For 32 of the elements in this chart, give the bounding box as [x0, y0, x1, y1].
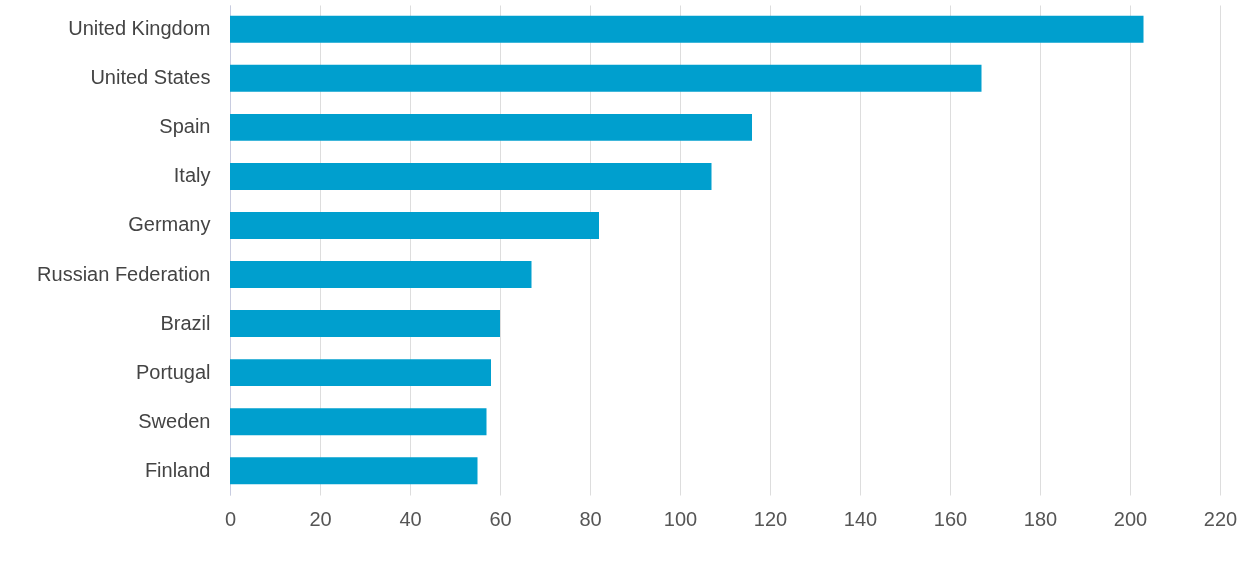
- x-tick-label: 80: [579, 507, 602, 530]
- bar: [230, 64, 982, 92]
- bar: [230, 457, 478, 485]
- y-tick-label: United Kingdom: [68, 17, 211, 40]
- y-tick-label: Russian Federation: [37, 262, 211, 285]
- bar: [230, 113, 752, 141]
- y-tick-label: United States: [90, 66, 211, 89]
- y-tick-label: Italy: [173, 164, 211, 187]
- bar: [230, 162, 712, 190]
- x-tick-label: 180: [1023, 507, 1058, 530]
- x-tick-label: 120: [753, 507, 788, 530]
- x-tick-label: 200: [1113, 507, 1148, 530]
- bar: [230, 261, 532, 289]
- bar: [230, 15, 1144, 43]
- x-tick-label: 220: [1203, 507, 1238, 530]
- x-tick-label: 140: [843, 507, 878, 530]
- x-tick-label: 0: [224, 507, 237, 530]
- bar: [230, 359, 491, 387]
- y-tick-label: Spain: [159, 115, 211, 138]
- y-tick-label: Brazil: [160, 311, 211, 334]
- x-tick-label: 20: [309, 507, 332, 530]
- y-tick-label: Finland: [144, 458, 211, 481]
- x-tick-label: 160: [933, 507, 968, 530]
- y-tick-label: Portugal: [136, 360, 211, 383]
- bar: [230, 211, 599, 239]
- bar: [230, 408, 487, 436]
- x-tick-label: 40: [399, 507, 422, 530]
- y-tick-label: Sweden: [138, 409, 211, 432]
- bar: [230, 310, 500, 338]
- y-tick-label: Germany: [128, 213, 211, 236]
- x-tick-label: 100: [663, 507, 698, 530]
- x-tick-label: 60: [489, 507, 512, 530]
